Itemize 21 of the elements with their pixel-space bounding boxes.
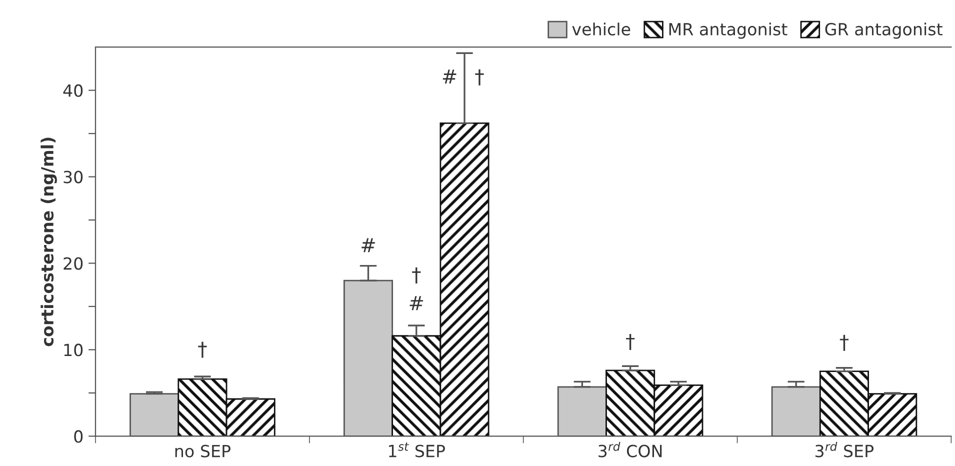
- y-tick-label: 0: [74, 430, 83, 443]
- annotation: †: [475, 69, 484, 86]
- legend-label: GR antagonist: [825, 22, 942, 39]
- x-tick-label: 3$^{rd}$ SEP: [815, 442, 874, 458]
- y-tick-label: 40: [63, 84, 83, 97]
- x-tick-label: 1$^{st}$ SEP: [389, 442, 445, 458]
- annotation: †: [626, 334, 635, 350]
- legend-label: MR antagonist: [669, 22, 788, 39]
- x-tick-label: no SEP: [175, 444, 230, 458]
- annotation: †: [198, 342, 207, 358]
- annotation: #: [410, 296, 424, 310]
- y-tick-label: 10: [64, 344, 83, 356]
- legend-label: vehicle: [572, 22, 630, 36]
- y-tick-label: 20: [64, 257, 83, 270]
- y-axis-title: corticosterone (ng/ml): [40, 138, 57, 346]
- annotation: #: [362, 238, 375, 252]
- x-tick-label: 3$^{rd}$ CON: [598, 442, 662, 458]
- annotation: †: [840, 334, 849, 351]
- annotation: #: [442, 70, 456, 84]
- annotation: †: [412, 267, 421, 284]
- y-tick-label: 30: [64, 170, 83, 184]
